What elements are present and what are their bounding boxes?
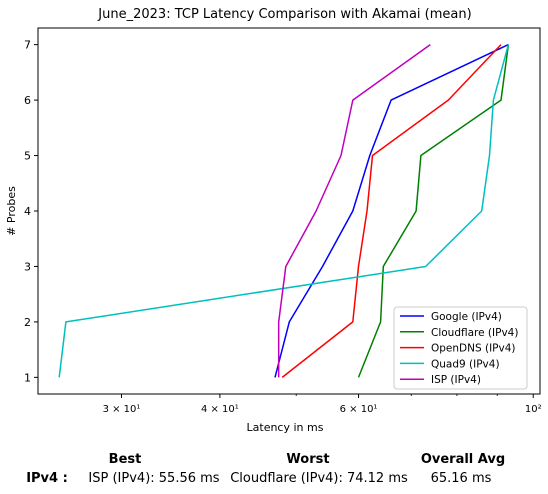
x-tick-label: 4 × 10¹ [201, 404, 239, 415]
y-tick-label: 4 [24, 205, 31, 218]
y-tick-label: 7 [24, 39, 31, 52]
x-tick-label: 10² [525, 404, 542, 415]
legend-label: Google (IPv4) [431, 311, 502, 323]
best-value: ISP (IPv4): 55.56 ms [88, 471, 220, 486]
series-line-isp-ipv4 [277, 43, 431, 378]
series-layer [58, 43, 510, 378]
overall-avg-value: 65.16 ms [430, 471, 492, 486]
y-tick-label: 5 [24, 150, 31, 163]
latency-chart: June_2023: TCP Latency Comparison with A… [5, 7, 542, 434]
legend-box [393, 306, 528, 390]
chart-title: June_2023: TCP Latency Comparison with A… [97, 7, 471, 22]
overall-avg-header: Overall Avg [420, 452, 506, 467]
legend-label: OpenDNS (IPv4) [431, 343, 516, 355]
y-tick-label: 1 [24, 371, 31, 384]
legend-label: ISP (IPv4) [431, 374, 481, 386]
legend-label: Cloudflare (IPv4) [431, 327, 518, 339]
x-tick-label: 3 × 10¹ [103, 404, 141, 415]
series-line-google-ipv4 [274, 43, 509, 378]
legend-items: Google (IPv4) Cloudflare (IPv4) OpenDNS (I… [400, 311, 518, 386]
y-axis-label: # Probes [5, 186, 18, 236]
summary-table: Best Worst Overall Avg IPv4 : ISP (IPv4)… [0, 448, 548, 494]
y-tick-label: 6 [24, 94, 31, 107]
y-tick-label: 2 [24, 316, 31, 329]
row-label: IPv4 : [26, 471, 68, 486]
x-tick-label: 6 × 10¹ [340, 404, 378, 415]
worst-value: Cloudflare (IPv4): 74.12 ms [230, 471, 408, 486]
best-header: Best [108, 452, 142, 467]
series-line-opendns-ipv4 [281, 44, 502, 378]
legend-label: Quad9 (IPv4) [431, 358, 500, 370]
worst-header: Worst [286, 452, 330, 467]
legend: Google (IPv4) Cloudflare (IPv4) OpenDNS (I… [393, 306, 528, 390]
axis-layer: 1 2 3 4 5 6 7 3 × 10¹ 4 × 10¹ 6 × 10¹ 10² [24, 39, 542, 415]
x-axis-label: Latency in ms [247, 421, 324, 434]
series-line-cloudflare-ipv4 [357, 44, 510, 378]
y-tick-label: 3 [24, 260, 31, 273]
series-line-quad9-ipv4 [58, 44, 510, 378]
